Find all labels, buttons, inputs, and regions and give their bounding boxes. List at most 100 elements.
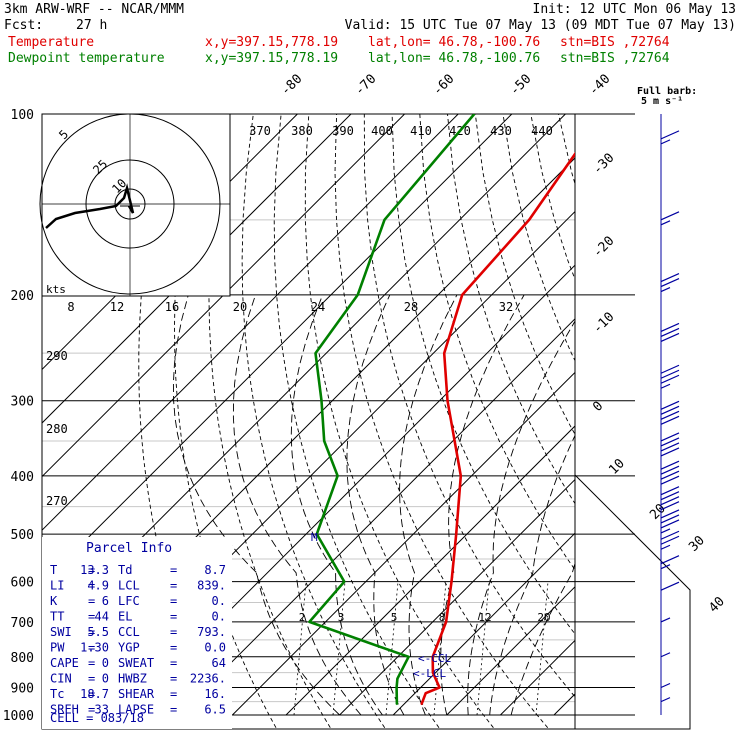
parcel-equals: = — [88, 672, 95, 686]
parcel-label: SHEAR — [118, 687, 155, 701]
wind-barb — [660, 432, 680, 457]
legend-temperature-latlon: lat,lon= 46.78,-100.76 — [368, 35, 541, 50]
wind-barb — [660, 322, 680, 342]
parcel-label: LCL — [118, 579, 140, 593]
wind-barb — [660, 697, 671, 703]
parcel-cell: CELL = 083/18 — [50, 711, 144, 725]
pressure-label-100: 100 — [11, 108, 34, 123]
full-barb-label: Full barb: — [637, 86, 697, 97]
parcel-value: 0 — [102, 672, 109, 686]
hodograph-speed-tick: 24 — [311, 300, 325, 314]
init-time: Init: 12 UTC Mon 06 May 13 — [532, 2, 737, 17]
parcel-label: CCL — [118, 625, 140, 639]
parcel-label: K — [50, 594, 58, 608]
mixing-ratio-line-3 — [433, 581, 447, 716]
parcel-value: 4.9 — [87, 579, 109, 593]
dry-adiabat-250 — [138, 114, 223, 728]
hodograph-frame — [41, 113, 231, 297]
dry-adiabat-290 — [273, 114, 440, 728]
pressure-label-400: 400 — [11, 470, 34, 485]
dewpoint-trace-point — [473, 114, 476, 115]
dry-adiabat-380 — [530, 114, 575, 281]
parcel-equals: = — [88, 656, 95, 670]
wind-barb — [660, 130, 680, 145]
moist-adiabat-4 — [232, 294, 362, 716]
mixing-ratio-label: 2 — [299, 611, 306, 624]
theta-label: 410 — [410, 124, 432, 138]
parcel-label: LI — [50, 579, 64, 593]
temperature-trace-point — [450, 580, 453, 583]
m-marker: M — [311, 531, 318, 544]
dry-adiabat-310 — [334, 114, 549, 728]
plot-frame — [41, 113, 576, 730]
dry-adiabat-340 — [419, 114, 575, 571]
parcel-row: T 13.3= Td = 8.7 — [50, 563, 226, 577]
parcel-value: 33 — [95, 703, 109, 717]
theta-label: 370 — [249, 124, 271, 138]
isotherm-label: 20 — [647, 501, 669, 523]
parcel-row: PW 1.30= YGP = 0.0 — [50, 641, 226, 655]
parcel-equals: = — [170, 610, 177, 624]
temperature-trace-point — [432, 671, 434, 674]
dewpoint-trace-point — [395, 686, 398, 689]
legend-dewpoint-latlon: lat,lon= 46.78,-100.76 — [368, 51, 541, 66]
wind-barb — [660, 617, 671, 623]
legend-temperature-xy: x,y=397.15,778.19 — [205, 35, 339, 50]
parcel-equals: = — [170, 594, 177, 608]
temperature-trace-point — [420, 703, 423, 706]
parcel-label: LFC — [118, 594, 140, 608]
hodograph-speed-tick: 32 — [499, 300, 513, 314]
dewpoint-trace-point — [396, 677, 399, 680]
theta-label: 380 — [291, 124, 313, 138]
dry-adiabat-360 — [474, 114, 575, 436]
parcel-value: 6 — [102, 594, 109, 608]
ccl-marker: <-CCL — [418, 652, 451, 665]
parcel-equals: = — [170, 703, 177, 717]
dewpoint-trace-point — [308, 621, 311, 623]
dewpoint-trace-point — [383, 219, 386, 221]
wind-barb — [660, 509, 680, 534]
parcel-value: 793. — [197, 625, 226, 639]
isotherm-label: -40 — [586, 72, 613, 99]
temperature-trace-point — [431, 656, 434, 658]
legend-temperature-stn: stn=BIS ,72764 — [560, 35, 670, 50]
dry-adiabat-280 — [241, 114, 386, 728]
parcel-row: SREH 33= LAPSE = 6.5 — [50, 703, 226, 717]
parcel-equals: = — [170, 656, 177, 670]
wind-barb — [660, 486, 680, 511]
parcel-value: 6.5 — [204, 703, 226, 717]
parcel-equals: = — [88, 610, 95, 624]
parcel-row: LI 4.9= LCL = 839. — [50, 579, 226, 593]
parcel-value: 18.7 — [80, 687, 109, 701]
isotherm-10 — [392, 532, 575, 716]
pressure-label-200: 200 — [11, 289, 34, 304]
isotherm-label: -10 — [590, 310, 617, 337]
parcel-label: HWBZ — [118, 672, 147, 686]
legend-dewpoint-stn: stn=BIS ,72764 — [560, 51, 670, 66]
parcel-info-title: Parcel Info — [86, 541, 172, 556]
parcel-label: CIN — [50, 672, 72, 686]
isotherm--10 — [285, 425, 575, 716]
theta-left-label: 280 — [46, 422, 68, 436]
parcel-equals: = — [88, 687, 95, 701]
pressure-label-700: 700 — [11, 616, 34, 631]
theta-left-label: 290 — [46, 349, 68, 363]
isotherm-label: -20 — [590, 234, 617, 261]
moist-adiabat-8 — [290, 294, 383, 716]
dewpoint-trace-point — [396, 703, 398, 706]
isotherm--20 — [232, 371, 575, 716]
parcel-value: 2236. — [190, 672, 226, 686]
isotherm-label: -80 — [278, 72, 305, 99]
parcel-label: TT — [50, 610, 64, 624]
dry-adiabat-410 — [614, 114, 740, 728]
temperature-trace-point — [461, 294, 464, 296]
parcel-label: CAPE — [50, 656, 79, 670]
dry-adiabat-350 — [447, 114, 575, 505]
temperature-trace-point — [446, 399, 449, 402]
temperature-trace-point — [424, 692, 427, 694]
parcel-value: 44 — [95, 610, 109, 624]
dry-adiabat-440 — [697, 114, 740, 728]
pressure-label-300: 300 — [11, 395, 34, 410]
theta-left-label: 270 — [46, 494, 68, 508]
pressure-label-600: 600 — [11, 576, 34, 591]
